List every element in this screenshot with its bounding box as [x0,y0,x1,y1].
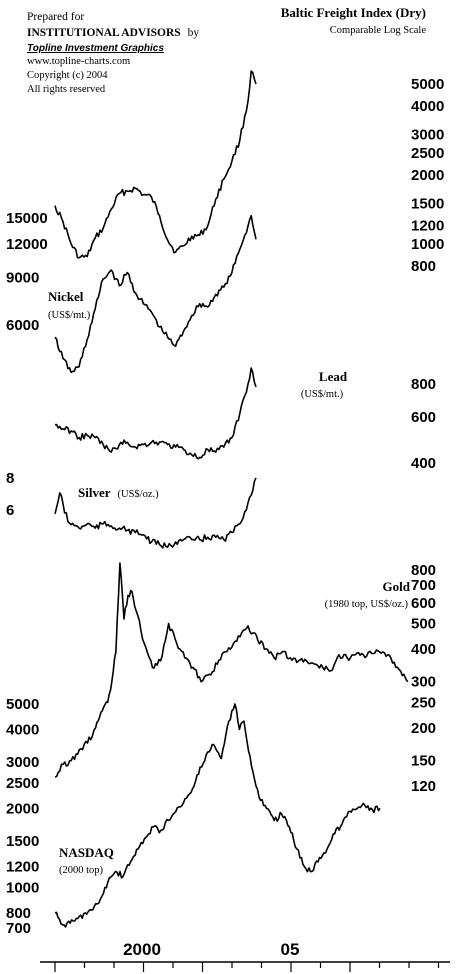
baltic-line [54,70,257,259]
gold-unit: (1980 top, US$/oz.) [325,599,409,610]
baltic-title: Baltic Freight Index (Dry) [281,5,426,20]
baltic-subtitle: Comparable Log Scale [330,25,427,36]
nasdaq-axis-tick-label: 1500 [6,833,39,850]
lead-unit: (US$/mt.) [301,389,344,400]
nasdaq-axis-tick-label: 2500 [6,775,39,792]
nickel-axis-tick-label: 15000 [6,210,48,227]
client-name-text: INSTITUTIONAL ADVISORS [27,27,181,39]
baltic-axis-tick-label: 800 [411,258,436,275]
nasdaq-axis-tick-label: 5000 [6,696,39,713]
nasdaq-axis-tick-label: 1200 [6,859,39,876]
gold-axis-tick-label: 150 [411,753,436,770]
baltic-axis-tick-label: 2000 [411,167,444,184]
silver-axis-tick-label: 6 [6,502,14,519]
baltic-axis-tick-label: 4000 [411,98,444,115]
nickel-axis-tick-label: 6000 [6,317,39,334]
nickel-unit: (US$/mt.) [48,310,91,321]
nasdaq-axis-tick-label: 800 [6,905,31,922]
lead-axis-tick-label: 400 [411,455,436,472]
lead-label: Lead [319,369,348,384]
nickel-line [54,214,257,374]
gold-axis-tick-label: 500 [411,616,436,633]
website-text: www.topline-charts.com [27,56,130,67]
nasdaq-axis-tick-label: 700 [6,920,31,937]
gold-axis-tick-label: 800 [411,562,436,579]
lead-line [54,367,257,460]
by-text: by [188,27,200,39]
silver-unit: (US$/oz.) [118,489,160,500]
lead-axis: 800 600 400 [411,376,436,472]
gold-axis-tick-label: 200 [411,720,436,737]
x-axis-ticks [54,962,440,972]
nasdaq-axis-tick-label: 2000 [6,800,39,817]
nickel-label: Nickel [48,289,84,304]
copyright-text: Copyright (c) 2004 [27,70,108,81]
rights-text: All rights reserved [27,84,106,95]
silver-line [54,477,257,549]
silver-axis-tick-label: 8 [6,470,14,487]
nickel-axis-tick-label: 9000 [6,270,39,287]
lead-axis-tick-label: 600 [411,409,436,426]
baltic-axis-tick-label: 1000 [411,236,444,253]
x-tick-label-2000: 2000 [123,940,161,959]
baltic-axis-tick-label: 3000 [411,127,444,144]
nasdaq-label: NASDAQ [59,845,114,860]
nasdaq-axis-tick-label: 3000 [6,754,39,771]
gold-axis-tick-label: 700 [411,577,436,594]
gold-line [54,562,409,778]
silver-axis: 86 [6,470,14,519]
nasdaq-axis-tick-label: 4000 [6,721,39,738]
gold-axis-tick-label: 300 [411,674,436,691]
gold-axis-tick-label: 400 [411,641,436,658]
silver-name: Silver [78,485,111,500]
silver-label: Silver (US$/oz.) [78,485,159,500]
gold-label: Gold [383,579,411,594]
gold-axis-tick-label: 120 [411,778,436,795]
x-tick-label-05: 05 [281,940,300,959]
series-lines [54,70,409,928]
client-name: INSTITUTIONAL ADVISORS by [27,27,199,39]
publisher-logo: Topline Investment Graphics [27,43,164,54]
baltic-axis-tick-label: 2500 [411,145,444,162]
nickel-axis-tick-label: 12000 [6,236,48,253]
baltic-axis-tick-label: 1200 [411,218,444,235]
nasdaq-line [54,703,381,928]
baltic-axis-tick-label: 5000 [411,76,444,93]
gold-axis-tick-label: 250 [411,694,436,711]
baltic-axis-tick-label: 1500 [411,196,444,213]
prepared-for-text: Prepared for [27,11,84,23]
lead-axis-tick-label: 800 [411,376,436,393]
nasdaq-axis-tick-label: 1000 [6,879,39,896]
nasdaq-unit: (2000 top) [59,865,104,876]
gold-axis-tick-label: 600 [411,595,436,612]
nickel-axis: 15000 12000 9000 6000 [6,210,48,334]
